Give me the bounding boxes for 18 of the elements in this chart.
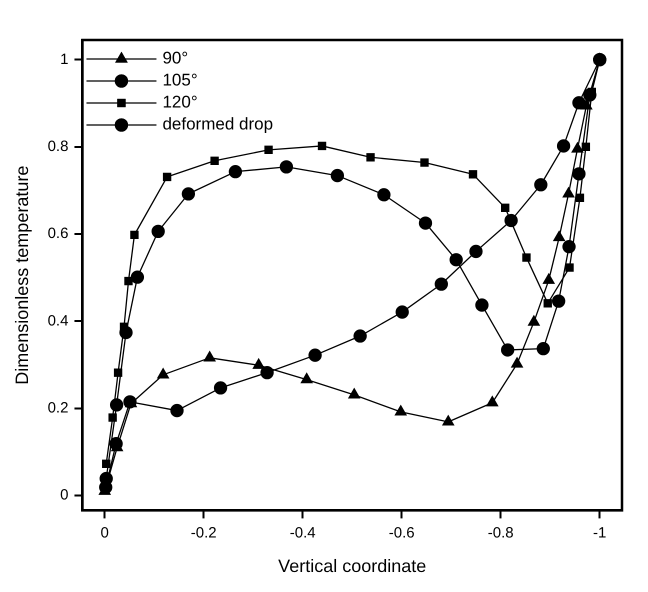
x-tick-label: -0.8 [488, 524, 514, 542]
y-tick-label: 0.8 [48, 138, 68, 155]
x-axis-title: Vertical coordinate [278, 556, 426, 576]
legend-label: 105° [162, 70, 198, 90]
legend-label: 120° [162, 92, 198, 112]
x-tick-label: -1 [593, 524, 606, 542]
y-tick-label: 0 [60, 486, 68, 504]
legend-label: 90° [162, 48, 188, 68]
x-tick-label: 0 [100, 524, 109, 542]
legend-label: deformed drop [162, 114, 274, 134]
y-tick-label: 0.4 [48, 312, 68, 330]
x-tick-label: -0.2 [190, 524, 217, 542]
y-tick-label: 0.2 [48, 400, 68, 417]
y-axis-title: Dimensionless temperature [12, 166, 32, 385]
x-tick-label: -0.4 [290, 524, 316, 542]
y-tick-label: 1 [60, 50, 68, 68]
x-tick-label: -0.6 [388, 524, 415, 542]
y-tick-label: 0.6 [48, 225, 68, 242]
